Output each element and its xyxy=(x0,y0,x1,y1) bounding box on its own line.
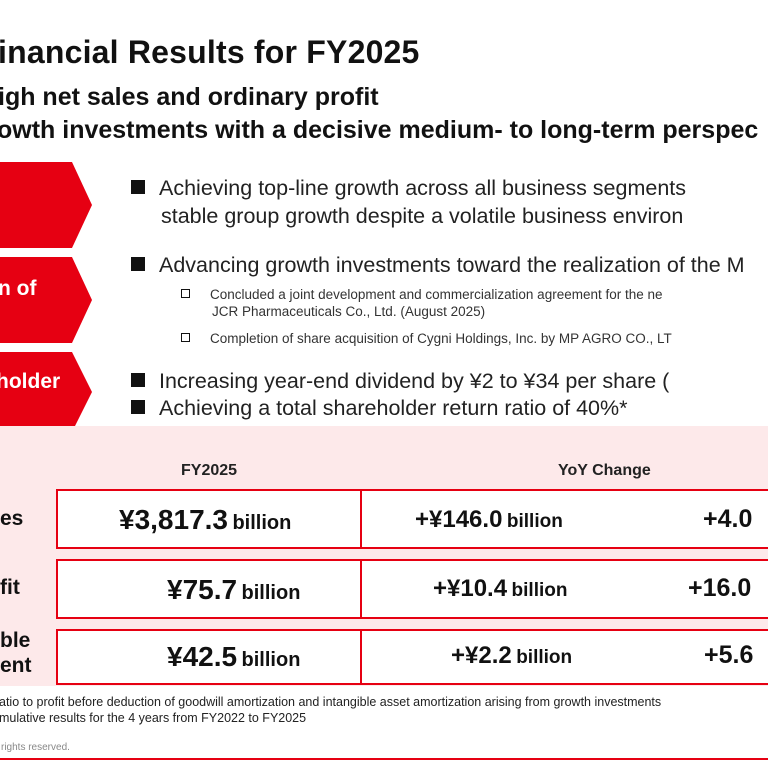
fy-unit: billion xyxy=(241,649,301,671)
chevron-2: n of xyxy=(0,257,94,348)
sub-bullet-text: Completion of share acquisition of Cygni… xyxy=(210,331,672,346)
fy-value: ¥3,817.3 billion xyxy=(119,504,291,536)
column-header-yoy: YoY Change xyxy=(558,462,651,479)
chevron-label: n of xyxy=(0,277,37,300)
yoy-unit: billion xyxy=(506,511,563,532)
yoy-unit: billion xyxy=(516,647,573,668)
bullet-item: Advancing growth investments toward the … xyxy=(131,253,745,278)
sub-bullet-item: Completion of share acquisition of Cygni… xyxy=(181,330,672,348)
yoy-percent: +4.0 xyxy=(703,505,753,533)
chevron-arrow-shape xyxy=(0,162,92,248)
bullet-text: Advancing growth investments toward the … xyxy=(159,253,745,277)
copyright-text: l rights reserved. xyxy=(0,742,70,753)
square-bullet-icon xyxy=(131,257,145,271)
fy-amount: ¥3,817.3 xyxy=(119,504,228,535)
fy-amount: ¥75.7 xyxy=(167,574,238,605)
yoy-amount: +¥2.2 xyxy=(451,642,512,669)
footnote: atio to profit before deduction of goodw… xyxy=(0,695,662,709)
fy-value: ¥75.7 billion xyxy=(167,574,300,606)
yoy-unit: billion xyxy=(511,580,568,601)
bullet-text: Increasing year-end dividend by ¥2 to ¥3… xyxy=(159,369,670,393)
footnote: mulative results for the 4 years from FY… xyxy=(0,711,307,725)
sub-bullet-item: Concluded a joint development and commer… xyxy=(181,286,663,304)
row-label-line2: ent xyxy=(0,654,32,677)
bullet-item: Achieving a total shareholder return rat… xyxy=(131,396,628,421)
row-label: ble xyxy=(0,629,31,652)
chevron-label: holder xyxy=(0,370,61,393)
yoy-value: +¥146.0 billion xyxy=(415,506,563,534)
square-bullet-icon xyxy=(131,400,145,414)
bullet-item-continuation: stable group growth despite a volatile b… xyxy=(161,204,684,228)
yoy-percent: +16.0 xyxy=(688,574,752,602)
square-bullet-icon xyxy=(131,180,145,194)
column-header-fy: FY2025 xyxy=(181,462,238,479)
fy-value-box xyxy=(56,629,362,685)
yoy-value: +¥2.2 billion xyxy=(451,642,572,670)
hollow-square-bullet-icon xyxy=(181,333,190,342)
bullet-item: Increasing year-end dividend by ¥2 to ¥3… xyxy=(131,369,669,394)
chevron-1 xyxy=(0,162,94,253)
sub-bullet-continuation: JCR Pharmaceuticals Co., Ltd. (August 20… xyxy=(212,304,486,319)
page-title: inancial Results for FY2025 xyxy=(0,34,420,70)
fy-value-box xyxy=(56,489,362,549)
square-bullet-icon xyxy=(131,373,145,387)
headline-subtitle: igh net sales and ordinary profit xyxy=(0,83,379,111)
yoy-percent: +5.6 xyxy=(704,641,754,669)
fy-unit: billion xyxy=(241,582,301,604)
bullet-text: Achieving top-line growth across all bus… xyxy=(159,176,687,200)
headline-subtitle-2: owth investments with a decisive medium-… xyxy=(0,116,759,144)
bullet-item: Achieving top-line growth across all bus… xyxy=(131,176,686,201)
fy-amount: ¥42.5 xyxy=(167,641,238,672)
hollow-square-bullet-icon xyxy=(181,289,190,298)
yoy-value-box xyxy=(360,629,768,685)
yoy-value: +¥10.4 billion xyxy=(433,575,567,603)
chevron-arrow-shape xyxy=(0,352,92,432)
row-label: fit xyxy=(0,576,20,599)
yoy-value-box xyxy=(360,489,768,549)
yoy-value-box xyxy=(360,559,768,619)
fy-value: ¥42.5 billion xyxy=(167,641,300,673)
row-label: es xyxy=(0,507,24,530)
chevron-arrow-shape xyxy=(0,257,92,343)
yoy-amount: +¥146.0 xyxy=(415,506,503,533)
chevron-3: holder xyxy=(0,352,94,437)
sub-bullet-text: Concluded a joint development and commer… xyxy=(210,287,663,302)
bullet-text: Achieving a total shareholder return rat… xyxy=(159,396,628,420)
footer-divider xyxy=(0,758,768,760)
yoy-amount: +¥10.4 xyxy=(433,575,508,602)
fy-unit: billion xyxy=(232,512,292,534)
